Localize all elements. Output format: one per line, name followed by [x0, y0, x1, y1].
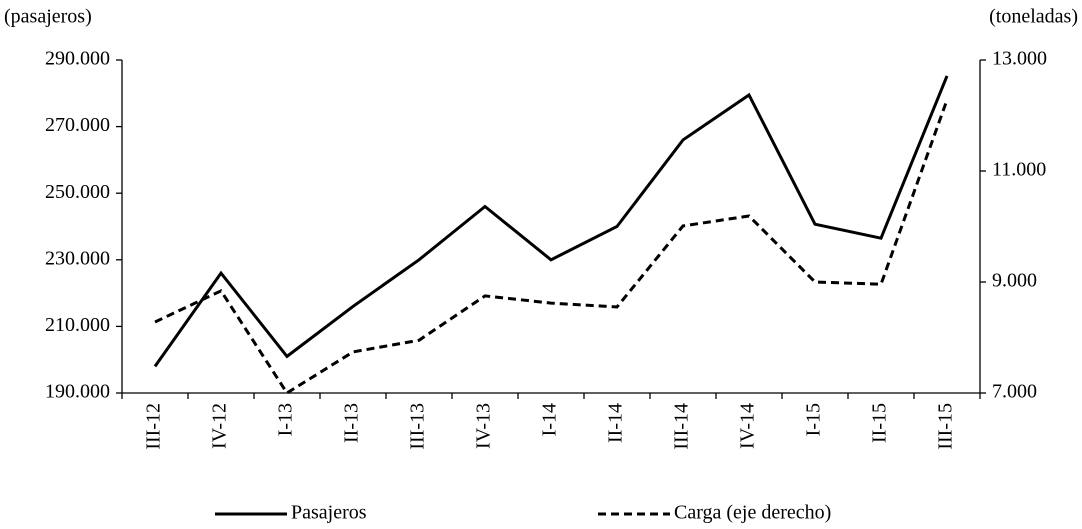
- y2-tick-label: 11.000: [992, 159, 1046, 181]
- x-tick-label: I-15: [803, 403, 825, 436]
- x-tick-label: I-13: [275, 403, 297, 436]
- x-tick-label: III-15: [935, 403, 957, 450]
- x-tick-label: II-15: [869, 403, 891, 443]
- y-tick-label: 290.000: [45, 48, 110, 70]
- x-tick-label: III-13: [407, 403, 429, 450]
- y-tick-label: 270.000: [45, 114, 110, 136]
- legend-label: Pasajeros: [291, 502, 367, 524]
- x-tick-label: I-14: [539, 403, 561, 436]
- y-tick-label: 210.000: [45, 314, 110, 336]
- series-line: [154, 99, 949, 396]
- x-tick-label: IV-12: [209, 403, 231, 449]
- x-tick-label: IV-13: [473, 403, 495, 449]
- x-tick-label: II-14: [605, 403, 627, 443]
- legend-label: Carga (eje derecho): [674, 502, 831, 524]
- y-tick-label: 230.000: [45, 247, 110, 269]
- y2-axis-label: (toneladas): [989, 6, 1078, 28]
- y2-tick-label: 7.000: [992, 381, 1037, 403]
- y-tick-label: 250.000: [45, 181, 110, 203]
- y-tick-label: 190.000: [45, 381, 110, 403]
- x-tick-label: II-13: [341, 403, 363, 443]
- x-tick-label: IV-14: [737, 403, 759, 449]
- x-tick-label: III-14: [671, 403, 693, 450]
- y-axis-label: (pasajeros): [4, 6, 92, 28]
- x-tick-label: III-12: [143, 403, 165, 450]
- y2-tick-label: 9.000: [992, 270, 1037, 292]
- y2-tick-label: 13.000: [992, 48, 1047, 70]
- series-line: [153, 75, 949, 368]
